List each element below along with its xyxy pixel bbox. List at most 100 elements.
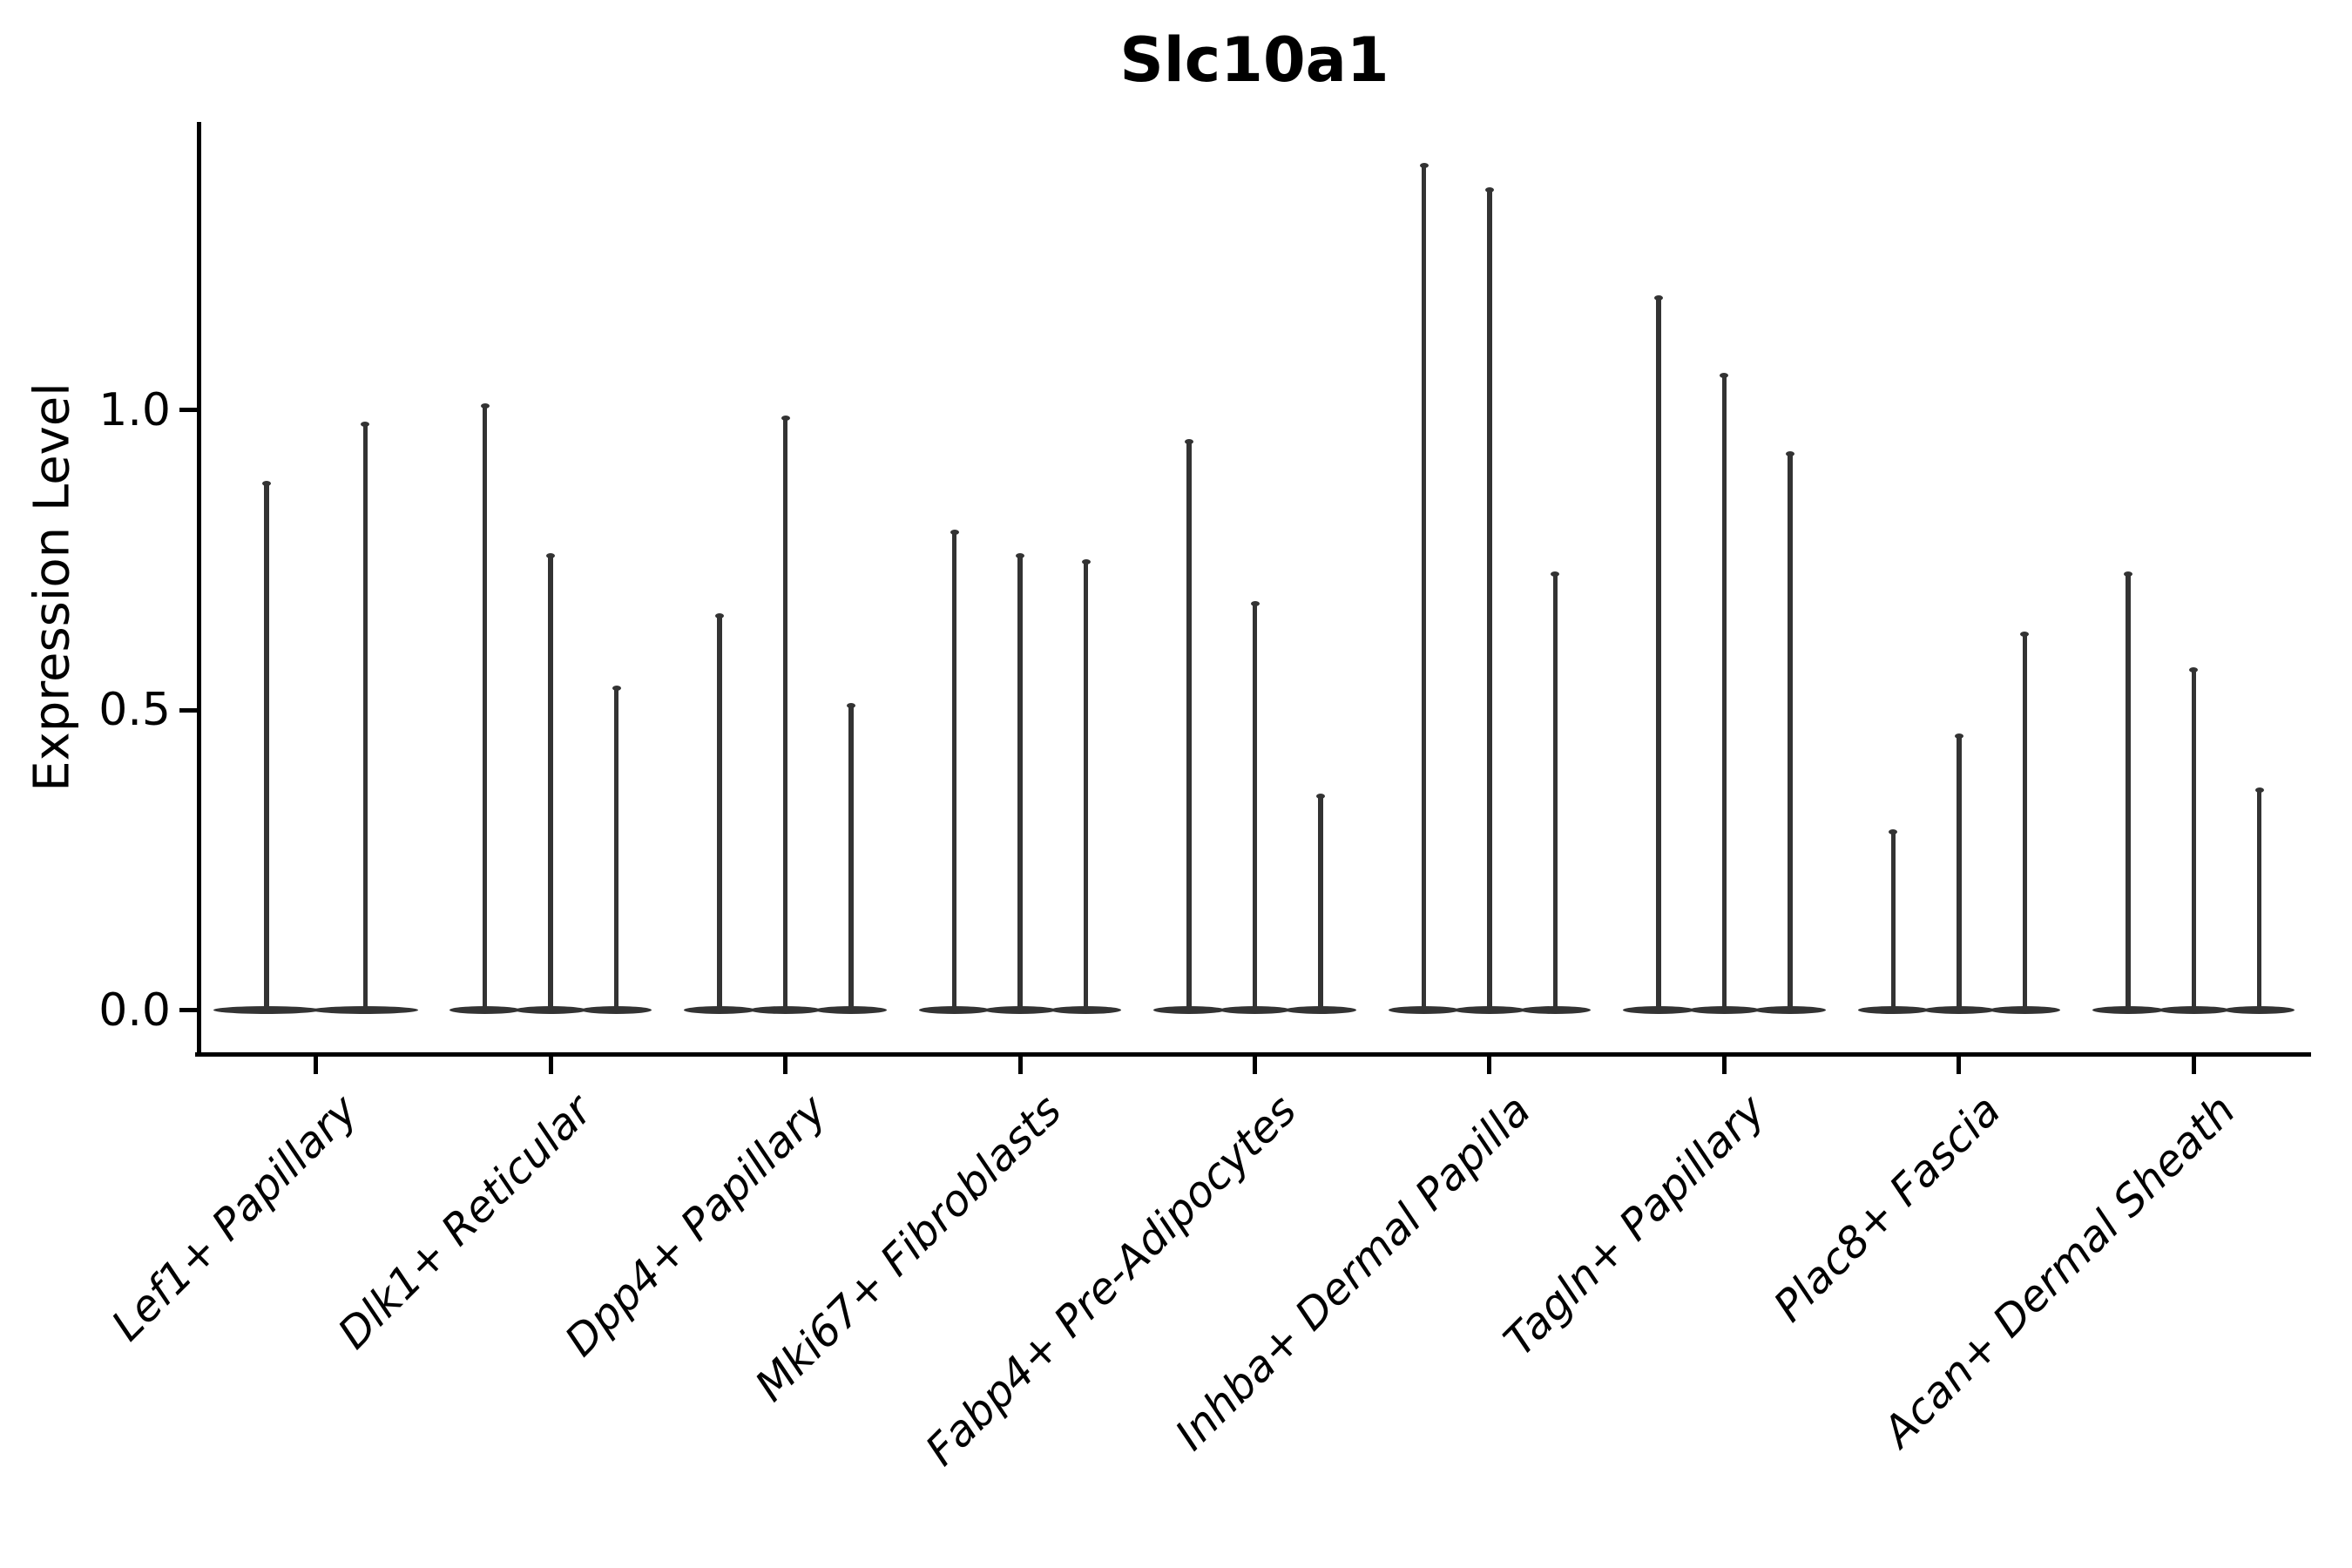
violin-body-base (1688, 1006, 1761, 1015)
violin-body-base (684, 1006, 755, 1015)
violin-spike (951, 530, 957, 1010)
y-tick-mark (179, 408, 199, 413)
x-tick-label: Dpp4+ Papillary (555, 1085, 836, 1367)
violin-body-base (1153, 1006, 1225, 1015)
chart-title: Slc10a1 (1119, 24, 1389, 96)
x-tick-label: Dlk1+ Reticular (328, 1085, 602, 1359)
y-tick-label: 1.0 (98, 383, 171, 436)
violin-spike-tip (1081, 558, 1091, 564)
violin-spike (1252, 602, 1258, 1010)
violin-spike (1721, 374, 1727, 1010)
x-tick-mark (1957, 1057, 1962, 1074)
violin-spike-tip (546, 553, 556, 559)
violin-body-base (984, 1006, 1056, 1015)
violin-body-base (1454, 1006, 1525, 1015)
violin-spike (2256, 787, 2262, 1010)
violin-body-base (213, 1006, 321, 1015)
violin-body-base (2092, 1006, 2164, 1015)
x-tick-label: Fabp4+ Pre-Adipocytes (916, 1085, 1306, 1476)
violin-spike-tip (1484, 186, 1494, 193)
violin-spike-tip (361, 421, 370, 427)
violin-spike (1656, 295, 1661, 1010)
violin-spike (613, 686, 619, 1010)
violin-spike-tip (1785, 450, 1794, 456)
violin-spike-tip (1315, 793, 1325, 799)
violin-spike (1318, 794, 1323, 1010)
violin-body-base (1219, 1006, 1291, 1015)
violin-spike-tip (2254, 787, 2264, 793)
x-tick-mark (548, 1057, 553, 1074)
violin-spike-tip (2020, 631, 2030, 637)
violin-spike (264, 482, 269, 1010)
violin-spike (362, 422, 368, 1010)
violin-body-base (918, 1006, 990, 1015)
violin-spike-tip (847, 703, 856, 709)
violin-body-base (1857, 1006, 1930, 1015)
violin-spike (1487, 187, 1492, 1010)
violin-body-base (1050, 1006, 1122, 1015)
violin-spike (2191, 668, 2197, 1010)
violin-spike-tip (262, 481, 272, 487)
x-axis-spine (195, 1052, 2311, 1057)
violin-spike-tip (1720, 373, 1729, 379)
y-tick-label: 0.0 (98, 983, 171, 1037)
violin-body-base (312, 1006, 419, 1015)
x-tick-mark (1721, 1057, 1727, 1074)
violin-body-base (1285, 1006, 1356, 1015)
violin-body-base (2223, 1006, 2295, 1015)
violin-spike (848, 704, 854, 1010)
violin-spike (2126, 571, 2131, 1010)
y-tick-mark (179, 707, 199, 713)
violin-spike-tip (1889, 829, 1898, 835)
violin-spike (1186, 440, 1192, 1010)
violin-body-base (580, 1006, 652, 1015)
violin-body-base (815, 1006, 887, 1015)
violin-spike (1083, 559, 1089, 1010)
violin-spike (1552, 571, 1558, 1010)
violin-body-base (2158, 1006, 2229, 1015)
x-tick-label: Lef1+ Papillary (101, 1085, 368, 1351)
violin-body-base (1519, 1006, 1592, 1015)
violin-body-base (515, 1006, 586, 1015)
x-tick-mark (1253, 1057, 1257, 1074)
violin-spike-tip (950, 529, 959, 535)
violin-body-base (449, 1006, 521, 1015)
x-tick-mark (1017, 1057, 1023, 1074)
violin-spike-tip (480, 402, 490, 409)
violin-spike-tip (1551, 571, 1560, 577)
violin-body-base (1623, 1006, 1694, 1015)
x-tick-label: Tagln+ Papillary (1495, 1085, 1775, 1366)
violin-spike-tip (1653, 294, 1663, 301)
x-tick-mark (783, 1057, 788, 1074)
y-axis-spine (197, 122, 201, 1057)
violin-spike (1957, 733, 1962, 1010)
violin-spike (1788, 451, 1793, 1010)
violin-spike-tip (715, 613, 725, 618)
violin-spike-tip (781, 415, 790, 421)
violin-spike (2022, 632, 2028, 1010)
violin-spike-tip (2189, 667, 2199, 673)
violin-spike-tip (612, 685, 621, 691)
violin-spike-tip (1954, 733, 1963, 739)
y-tick-label: 0.5 (98, 684, 171, 737)
violin-body-base (749, 1006, 821, 1015)
x-tick-mark (1487, 1057, 1492, 1074)
violin-spike (1017, 554, 1023, 1010)
x-tick-mark (314, 1057, 319, 1074)
violin-body-base (1989, 1006, 2060, 1015)
violin-spike (1890, 830, 1896, 1010)
violin-spike-tip (1250, 601, 1260, 607)
x-tick-mark (2191, 1057, 2196, 1074)
violin-spike-tip (2123, 571, 2132, 577)
violin-spike (482, 403, 488, 1010)
violin-body-base (1923, 1006, 1995, 1015)
x-tick-label: Plac8+ Fascia (1763, 1085, 2011, 1332)
violin-spike (548, 554, 553, 1010)
violin-body-base (1754, 1006, 1826, 1015)
violin-spike (717, 614, 722, 1010)
violin-spike-tip (1419, 163, 1429, 169)
violin-spike-tip (1185, 439, 1194, 445)
violin-body-base (1388, 1006, 1460, 1015)
violin-spike-tip (1016, 553, 1025, 559)
